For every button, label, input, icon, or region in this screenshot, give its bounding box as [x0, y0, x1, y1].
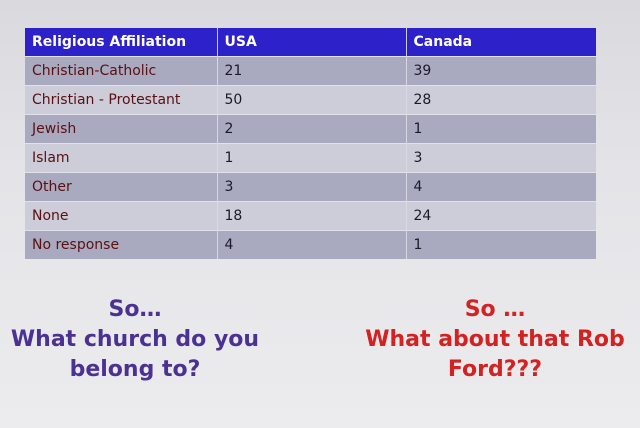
right-caption-line: What about that Rob: [365, 327, 625, 352]
left-caption-line: So…: [108, 297, 162, 322]
row-label: Jewish: [25, 114, 218, 144]
table-header-row: Religious Affiliation USA Canada: [25, 28, 596, 57]
table-row: Jewish 2 1: [25, 114, 596, 144]
table-row: No response 4 1: [25, 230, 596, 259]
row-label: Christian-Catholic: [25, 56, 218, 86]
right-caption-line: So …: [464, 297, 526, 322]
header-usa: USA: [217, 28, 407, 57]
header-canada: Canada: [406, 28, 596, 57]
usa-value: 3: [217, 172, 407, 202]
canada-value: 39: [406, 56, 596, 86]
table-row: Christian-Catholic 21 39: [25, 56, 596, 86]
right-caption-line: Ford???: [447, 357, 543, 382]
left-caption-line: What church do you: [10, 327, 260, 352]
canada-value: 4: [406, 172, 596, 202]
table-row: None 18 24: [25, 201, 596, 231]
table-row: Other 3 4: [25, 172, 596, 202]
canada-value: 24: [406, 201, 596, 231]
table-row: Islam 1 3: [25, 143, 596, 173]
header-religious-affiliation: Religious Affiliation: [25, 28, 218, 57]
affiliation-table: Religious Affiliation USA Canada Christi…: [25, 28, 596, 259]
usa-value: 18: [217, 201, 407, 231]
left-caption: So… What church do you belong to?: [0, 295, 270, 385]
usa-value: 21: [217, 56, 407, 86]
row-label: Christian - Protestant: [25, 85, 218, 115]
usa-value: 1: [217, 143, 407, 173]
usa-value: 2: [217, 114, 407, 144]
usa-value: 4: [217, 230, 407, 259]
left-caption-line: belong to?: [69, 357, 201, 382]
canada-value: 3: [406, 143, 596, 173]
usa-value: 50: [217, 85, 407, 115]
table-row: Christian - Protestant 50 28: [25, 85, 596, 115]
row-label: None: [25, 201, 218, 231]
canada-value: 28: [406, 85, 596, 115]
canada-value: 1: [406, 114, 596, 144]
row-label: No response: [25, 230, 218, 259]
right-caption: So … What about that Rob Ford???: [360, 295, 630, 385]
row-label: Islam: [25, 143, 218, 173]
row-label: Other: [25, 172, 218, 202]
canada-value: 1: [406, 230, 596, 259]
